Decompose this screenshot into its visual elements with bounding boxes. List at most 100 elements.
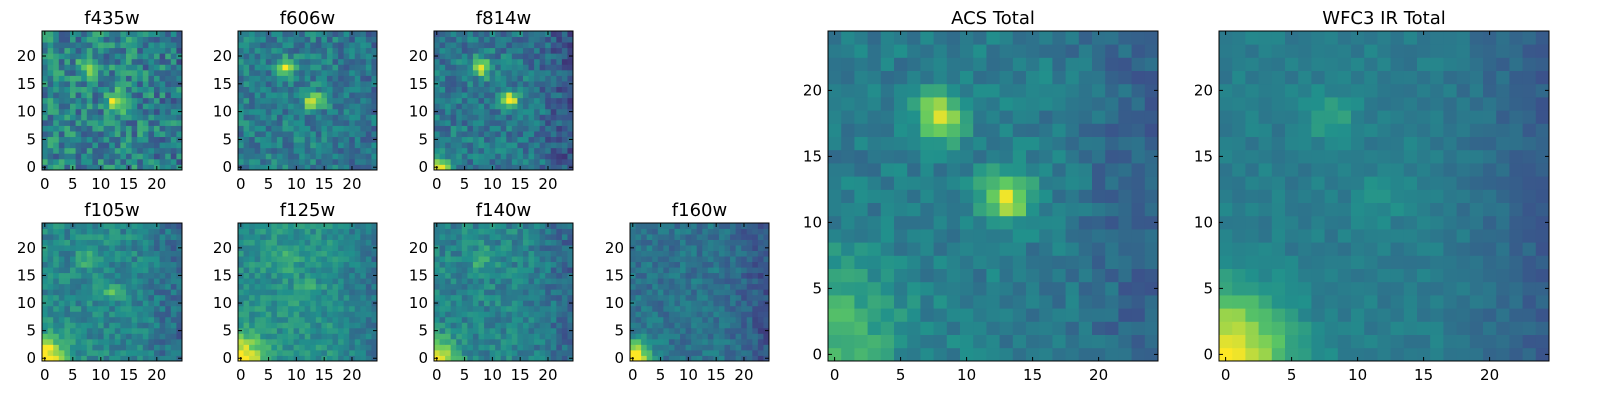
heatmap-cell bbox=[282, 147, 289, 154]
heatmap-cell bbox=[114, 153, 121, 160]
heatmap-cell bbox=[828, 149, 842, 164]
heatmap-cell bbox=[556, 119, 563, 126]
heatmap-cell bbox=[528, 97, 535, 104]
heatmap-cell bbox=[752, 338, 759, 345]
heatmap-cell bbox=[439, 119, 446, 126]
heatmap-cell bbox=[556, 338, 563, 345]
heatmap-cell bbox=[439, 228, 446, 235]
heatmap-cell bbox=[630, 289, 636, 296]
heatmap-cell bbox=[360, 97, 367, 104]
heatmap-cell bbox=[276, 75, 283, 82]
heatmap-cell bbox=[131, 53, 138, 60]
heatmap-cell bbox=[539, 305, 546, 312]
heatmap-cell bbox=[550, 300, 557, 307]
heatmap-cell bbox=[343, 278, 350, 285]
heatmap-cell bbox=[354, 142, 361, 149]
heatmap-cell bbox=[450, 228, 457, 235]
heatmap-cell bbox=[75, 338, 82, 345]
heatmap-cell bbox=[260, 131, 267, 138]
heatmap-cell bbox=[154, 228, 160, 235]
heatmap-cell bbox=[522, 327, 529, 334]
heatmap-cell bbox=[472, 261, 479, 268]
heatmap-cell bbox=[53, 344, 60, 351]
heatmap-cell bbox=[450, 164, 457, 171]
heatmap-cell bbox=[98, 344, 104, 351]
heatmap-cell bbox=[880, 202, 895, 217]
heatmap-cell bbox=[657, 283, 664, 290]
heatmap-cell bbox=[338, 81, 345, 87]
heatmap-cell bbox=[371, 228, 378, 235]
heatmap-cell bbox=[534, 223, 541, 229]
heatmap-cell bbox=[304, 349, 311, 356]
heatmap-cell bbox=[338, 164, 345, 171]
heatmap-cell bbox=[641, 256, 648, 263]
heatmap-cell bbox=[467, 300, 474, 307]
heatmap-cell bbox=[567, 114, 574, 121]
heatmap-cell bbox=[170, 42, 177, 49]
heatmap-cell bbox=[528, 283, 535, 290]
heatmap-cell bbox=[752, 355, 759, 362]
heatmap-cell bbox=[646, 272, 653, 279]
heatmap-cell bbox=[81, 322, 88, 329]
heatmap-cell bbox=[500, 228, 507, 235]
heatmap-cell bbox=[310, 142, 317, 149]
heatmap-cell bbox=[365, 316, 372, 323]
heatmap-cell bbox=[254, 278, 261, 285]
heatmap-cell bbox=[276, 327, 283, 334]
heatmap-cell bbox=[282, 250, 289, 257]
heatmap-cell bbox=[92, 250, 99, 257]
heatmap-cell bbox=[567, 333, 574, 340]
heatmap-cell bbox=[321, 294, 328, 301]
heatmap-cell bbox=[556, 36, 563, 43]
heatmap-cell bbox=[360, 311, 367, 318]
heatmap-cell bbox=[243, 97, 250, 104]
heatmap-cell bbox=[999, 242, 1014, 256]
heatmap-cell bbox=[545, 228, 552, 235]
heatmap-cell bbox=[894, 189, 908, 203]
heatmap-cell bbox=[478, 119, 485, 126]
heatmap-cell bbox=[293, 158, 300, 165]
heatmap-cell bbox=[567, 283, 574, 290]
heatmap-cell bbox=[92, 97, 99, 104]
heatmap-cell bbox=[456, 289, 463, 296]
heatmap-cell bbox=[534, 42, 541, 49]
heatmap-cell bbox=[668, 333, 675, 340]
heatmap-cell bbox=[142, 256, 149, 263]
heatmap-cell bbox=[691, 283, 698, 290]
x-tick-label: 5 bbox=[656, 366, 666, 384]
heatmap-cell bbox=[545, 289, 552, 296]
heatmap-cell bbox=[70, 261, 76, 268]
heatmap-cell bbox=[434, 47, 440, 54]
heatmap-cell bbox=[260, 256, 267, 263]
heatmap-cell bbox=[81, 136, 88, 143]
heatmap-cell bbox=[265, 289, 272, 296]
y-tick-label: 5 bbox=[26, 322, 36, 340]
heatmap-cell bbox=[260, 119, 267, 126]
heatmap-cell bbox=[691, 267, 698, 274]
heatmap-cell bbox=[126, 272, 132, 279]
heatmap-cell bbox=[165, 69, 172, 76]
heatmap-cell bbox=[315, 239, 322, 246]
heatmap-cell bbox=[271, 223, 278, 229]
heatmap-cell bbox=[445, 322, 452, 329]
heatmap-cell bbox=[522, 64, 529, 71]
heatmap-cell bbox=[47, 158, 54, 165]
y-tick-label: 5 bbox=[26, 130, 36, 148]
heatmap-cell bbox=[685, 322, 692, 329]
heatmap-cell bbox=[310, 108, 317, 115]
heatmap-cell bbox=[456, 283, 463, 290]
heatmap-cell bbox=[58, 256, 65, 263]
heatmap-cell bbox=[114, 250, 121, 257]
x-tick-label: 10 bbox=[287, 175, 306, 193]
heatmap-cell bbox=[142, 131, 149, 138]
heatmap-cell bbox=[445, 272, 452, 279]
heatmap-cell bbox=[556, 294, 563, 301]
heatmap-cell bbox=[450, 136, 457, 143]
heatmap-cell bbox=[1012, 229, 1027, 243]
heatmap-cell bbox=[495, 223, 502, 229]
heatmap-cell bbox=[511, 58, 518, 65]
heatmap-cell bbox=[271, 311, 278, 318]
heatmap-cell bbox=[528, 333, 535, 340]
heatmap-cell bbox=[142, 158, 149, 165]
heatmap-cell bbox=[260, 289, 267, 296]
